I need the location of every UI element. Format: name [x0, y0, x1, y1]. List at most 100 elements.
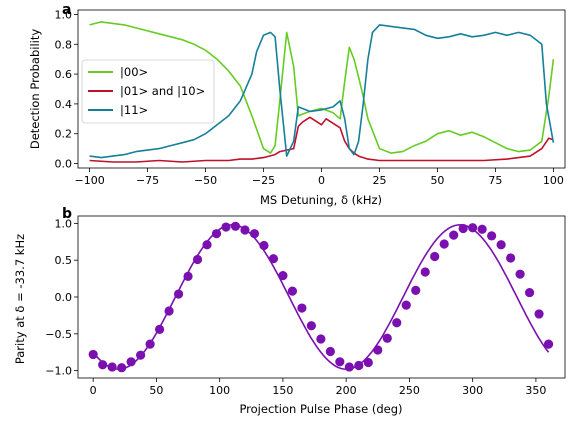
- parity-data-point: [325, 346, 335, 357]
- legend-label-00: |00>: [120, 65, 148, 79]
- parity-data-point: [506, 253, 516, 263]
- parity-data-point: [249, 229, 260, 239]
- panel-b-x-ticks: 0 50 100 150 200 250 300 350: [90, 378, 546, 397]
- x-tick-label: 50: [430, 174, 444, 187]
- parity-data-point: [487, 231, 497, 241]
- parity-data-point: [240, 225, 250, 235]
- y-tick-label: 0.5: [55, 254, 73, 267]
- panel-a-y-axis-label: Detection Probability: [28, 29, 42, 150]
- parity-data-point: [363, 357, 373, 368]
- panel-b: b 0 50 100 150 200 250 300 350 −1.0 −0.5 0.0 0.5 1.…: [13, 206, 566, 416]
- parity-data-point: [420, 267, 430, 277]
- panel-a: a −100 −75 −50 −25 0 25 50 75 100 0.00.20.40.60.…: [28, 2, 566, 207]
- y-tick-label: 1.0: [55, 8, 73, 21]
- parity-data-point: [173, 289, 184, 299]
- x-tick-label: −50: [194, 174, 217, 187]
- y-tick-label: 0.2: [55, 128, 73, 141]
- panel-a-label: a: [62, 2, 71, 18]
- x-tick-label: 350: [525, 384, 546, 397]
- parity-data-point: [543, 339, 554, 349]
- parity-data-point: [136, 350, 146, 360]
- y-tick-label: 0.4: [55, 98, 73, 111]
- x-tick-label: −75: [136, 174, 159, 187]
- y-tick-label: 1.0: [55, 217, 73, 230]
- parity-data-point: [268, 254, 279, 264]
- x-tick-label: 0: [90, 384, 97, 397]
- parity-data-point: [335, 357, 345, 367]
- x-tick-label: 50: [149, 384, 163, 397]
- panel-a-legend: |00> |01> and |10> |11>: [81, 59, 215, 124]
- legend-label-11: |11>: [120, 103, 148, 117]
- panel-a-x-axis-label: MS Detuning, δ (kHz): [260, 193, 382, 207]
- x-tick-label: −100: [74, 174, 104, 187]
- y-tick-label: 0.8: [55, 38, 73, 51]
- parity-data-point: [98, 360, 108, 370]
- y-tick-label: 0.0: [55, 158, 73, 171]
- legend-box: [81, 59, 215, 124]
- parity-data-point: [88, 349, 98, 360]
- panel-a-x-ticks: −100 −75 −50 −25 0 25 50 75 100: [74, 168, 564, 187]
- panel-b-plot-area: [88, 221, 554, 373]
- x-tick-label: 300: [462, 384, 483, 397]
- parity-data-point: [316, 334, 326, 344]
- panel-b-label: b: [62, 206, 72, 222]
- parity-data-point: [373, 345, 383, 355]
- parity-data-point: [515, 269, 525, 279]
- x-tick-label: 250: [399, 384, 420, 397]
- y-tick-label: −1.0: [45, 365, 72, 378]
- panel-b-y-ticks: −1.0 −0.5 0.0 0.5 1.0: [45, 217, 78, 378]
- parity-data-point: [259, 240, 269, 251]
- parity-data-point: [221, 222, 231, 232]
- parity-data-point: [534, 309, 544, 319]
- parity-data-point: [154, 324, 165, 334]
- parity-data-point: [382, 333, 392, 343]
- parity-data-point: [468, 223, 478, 233]
- x-tick-label: −25: [252, 174, 275, 187]
- x-tick-label: 0: [318, 174, 325, 187]
- panel-b-x-axis-label: Projection Pulse Phase (deg): [239, 402, 402, 416]
- x-tick-label: 25: [372, 174, 386, 187]
- parity-data-point: [126, 357, 136, 367]
- panel-a-plot-area: [89, 21, 555, 163]
- parity-data-point: [392, 318, 402, 328]
- x-tick-label: 100: [543, 174, 564, 187]
- parity-data-point: [430, 251, 440, 262]
- parity-data-point: [496, 240, 506, 250]
- parity-data-point: [107, 362, 117, 372]
- series-01-10-line: [89, 116, 554, 163]
- y-tick-label: 0.0: [55, 291, 73, 304]
- parity-data-point: [278, 271, 288, 281]
- parity-data-point: [287, 286, 298, 296]
- panel-b-y-axis-label: Parity at δ = -33.7 kHz: [13, 234, 27, 364]
- parity-data-point: [297, 303, 307, 313]
- parity-data-point: [306, 321, 316, 331]
- parity-data-point: [354, 360, 364, 371]
- x-tick-label: 75: [488, 174, 502, 187]
- parity-fit-curve: [92, 223, 550, 371]
- parity-data-point: [477, 224, 487, 234]
- y-tick-label: 0.6: [55, 68, 73, 81]
- parity-data-point: [401, 300, 411, 310]
- parity-data-point: [524, 287, 535, 298]
- series-00-line: [89, 21, 555, 154]
- y-tick-label: −0.5: [45, 328, 72, 341]
- parity-data-point: [117, 363, 127, 373]
- parity-data-point: [458, 223, 468, 234]
- parity-data-point: [164, 306, 174, 316]
- panel-a-y-ticks: 0.0 0.2 0.4 0.6 0.8 1.0: [55, 8, 78, 171]
- parity-data-point: [145, 339, 155, 349]
- x-tick-label: 200: [336, 384, 357, 397]
- legend-label-01-10: |01> and |10>: [120, 84, 205, 98]
- parity-data-point: [344, 362, 354, 372]
- parity-data-point: [439, 239, 449, 249]
- parity-data-point: [202, 240, 212, 250]
- x-tick-label: 100: [209, 384, 230, 397]
- parity-data-point: [411, 285, 421, 295]
- parity-data-point: [211, 229, 222, 239]
- series-11-line: [89, 24, 555, 159]
- x-tick-label: 150: [272, 384, 293, 397]
- parity-data-point: [192, 254, 203, 265]
- parity-data-point: [449, 230, 459, 240]
- parity-data-point: [230, 221, 241, 231]
